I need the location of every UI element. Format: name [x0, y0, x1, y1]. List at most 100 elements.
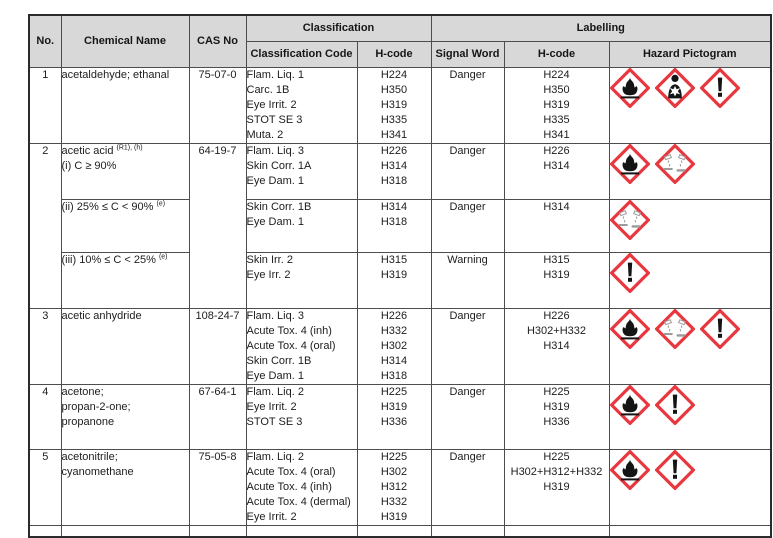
- empty-cell: [608, 524, 772, 537]
- health-hazard-icon: [654, 68, 695, 108]
- table-header: No. Chemical Name CAS No Classification …: [28, 14, 772, 68]
- classification-hcode-line: H332: [380, 495, 408, 508]
- classification-hcode-line: H319: [380, 268, 408, 281]
- flame-icon: [610, 68, 650, 108]
- pictogram-group: [610, 450, 770, 490]
- exclamation-mark-icon: [699, 68, 740, 108]
- classification-hcode-line: H314: [380, 200, 408, 213]
- classification-code-line: Acute Tox. 4 (inh): [246, 480, 332, 493]
- flame-icon: [610, 309, 650, 349]
- chemical-name-text: acetone;: [61, 385, 104, 398]
- labelling-hcode-cell: H225 H302+H312+H332 H319: [503, 448, 610, 526]
- labelling-hcode-line: H225: [543, 450, 570, 463]
- classification-hcode-line: H341: [380, 128, 408, 141]
- col-header-labelling: Labelling: [430, 14, 772, 42]
- classification-hcode-line: H302: [380, 465, 408, 478]
- row-number-cell: 3: [28, 307, 62, 385]
- chemical-name-text: acetaldehyde; ethanal: [61, 68, 170, 81]
- classification-hcode-line: H318: [380, 369, 408, 382]
- footnote-reference: (e): [156, 199, 166, 207]
- cas-number-cell: 75-05-8: [188, 448, 247, 526]
- classification-hcode-cell: H225 H302 H312 H332 H319: [356, 448, 432, 526]
- signal-word-cell: Danger: [430, 198, 505, 253]
- labelling-hcode-line: H315: [543, 253, 570, 266]
- labelling-hcode-line: H226: [543, 144, 570, 157]
- chemical-name-line: (ii) 25% ≤ C < 90% (e): [62, 199, 188, 215]
- chemical-name-text: (iii) 10% ≤ C < 25%: [61, 253, 159, 266]
- labelling-hcode-line: H336: [543, 415, 570, 428]
- labelling-hcode-line: H224: [543, 68, 570, 81]
- empty-cell: [356, 524, 432, 537]
- labelling-hcode-cell: H225 H319 H336: [503, 383, 610, 450]
- row-number-cell: 2: [28, 142, 62, 309]
- classification-code-cell: Flam. Liq. 3 Skin Corr. 1A Eye Dam. 1: [245, 142, 358, 200]
- classification-hcode-line: H318: [380, 215, 408, 228]
- hazard-pictogram-cell: [608, 251, 772, 309]
- classification-hcode-line: H350: [380, 83, 408, 96]
- chemical-name-line: acetaldehyde; ethanal: [61, 68, 188, 83]
- classification-code-line: Skin Corr. 1B: [246, 200, 312, 213]
- col-header-classification-hcode: H-code: [356, 40, 432, 68]
- empty-cell: [60, 524, 190, 537]
- empty-cell: [28, 524, 62, 537]
- classification-code-line: Flam. Liq. 2: [246, 385, 304, 398]
- chemical-name-line: cyanomethane: [61, 465, 188, 480]
- labelling-hcode-line: H314: [543, 159, 570, 172]
- labelling-hcode-line: H319: [543, 268, 570, 281]
- chemical-name-cell: acetic acid (R1), (h) (i) C ≥ 90%: [60, 142, 190, 200]
- col-header-no: No.: [28, 14, 62, 68]
- pictogram-group: [610, 253, 770, 293]
- chemical-name-line: acetone;: [61, 385, 188, 400]
- pictogram-group: [610, 309, 770, 349]
- flame-icon: [610, 144, 650, 184]
- labelling-hcode-line: H319: [543, 400, 570, 413]
- labelling-hcode-line: H319: [543, 480, 570, 493]
- classification-hcode-line: H319: [380, 98, 408, 111]
- classification-code-line: STOT SE 3: [246, 113, 303, 126]
- hazard-pictogram-cell: [608, 198, 772, 253]
- chemical-name-text: cyanomethane: [61, 465, 134, 478]
- classification-hcode-line: H314: [380, 159, 408, 172]
- col-header-labelling-hcode: H-code: [503, 40, 610, 68]
- classification-code-line: Eye Irr. 2: [246, 268, 291, 281]
- classification-hcode-cell: H226 H332 H302 H314 H318: [356, 307, 432, 385]
- classification-code-line: Flam. Liq. 3: [246, 309, 304, 322]
- labelling-hcode-cell: H315 H319: [503, 251, 610, 309]
- classification-code-cell: Flam. Liq. 1 Carc. 1B Eye Irrit. 2 STOT SE …: [245, 66, 358, 144]
- classification-code-cell: Flam. Liq. 3 Acute Tox. 4 (inh) Acute Tox.…: [245, 307, 358, 385]
- classification-code-line: Eye Dam. 1: [246, 369, 304, 382]
- table-body: 1 acetaldehyde; ethanal 75-07-0 Flam. Liq. …: [28, 66, 772, 537]
- chemical-name-text: (i) C ≥ 90%: [61, 159, 117, 172]
- classification-hcode-cell: H315 H319: [356, 251, 432, 309]
- classification-code-line: Carc. 1B: [246, 83, 290, 96]
- footnote-reference: (R1), (h): [116, 143, 143, 151]
- col-header-hazard-pictogram: Hazard Pictogram: [608, 40, 772, 68]
- chemical-name-line: acetic acid (R1), (h): [62, 143, 188, 159]
- labelling-hcode-line: H314: [543, 339, 570, 352]
- classification-hcode-cell: H225 H319 H336: [356, 383, 432, 450]
- pictogram-group: [610, 68, 770, 108]
- labelling-hcode-cell: H226 H314: [503, 142, 610, 200]
- classification-code-line: Flam. Liq. 2: [246, 450, 304, 463]
- labelling-hcode-cell: H226 H302+H332 H314: [503, 307, 610, 385]
- hazard-pictogram-cell: [608, 307, 772, 385]
- labelling-hcode-line: H314: [543, 200, 570, 213]
- classification-code-line: Eye Irrit. 2: [246, 510, 297, 523]
- classification-code-line: Eye Dam. 1: [246, 215, 304, 228]
- classification-hcode-line: H335: [380, 113, 408, 126]
- signal-word-cell: Danger: [430, 142, 505, 200]
- exclamation-mark-icon: [699, 309, 740, 349]
- exclamation-mark-icon: [654, 385, 695, 425]
- row-number-cell: 1: [28, 66, 62, 144]
- col-header-cas-no: CAS No: [188, 14, 247, 68]
- col-header-chemical-name: Chemical Name: [60, 14, 190, 68]
- chemical-name-line: acetonitrile;: [62, 450, 188, 465]
- empty-cell: [188, 524, 247, 537]
- classification-hcode-cell: H226 H314 H318: [356, 142, 432, 200]
- classification-code-line: Muta. 2: [246, 128, 284, 141]
- classification-hcode-line: H336: [380, 415, 408, 428]
- hazard-pictogram-cell: [608, 383, 772, 450]
- classification-code-cell: Flam. Liq. 2 Eye Irrit. 2 STOT SE 3: [245, 383, 358, 450]
- labelling-hcode-cell: H224 H350 H319 H335 H341: [503, 66, 610, 144]
- empty-cell: [503, 524, 610, 537]
